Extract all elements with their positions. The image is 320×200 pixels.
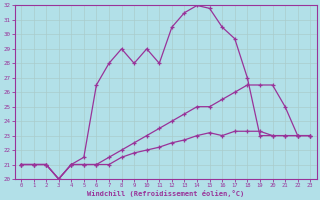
- X-axis label: Windchill (Refroidissement éolien,°C): Windchill (Refroidissement éolien,°C): [87, 190, 244, 197]
